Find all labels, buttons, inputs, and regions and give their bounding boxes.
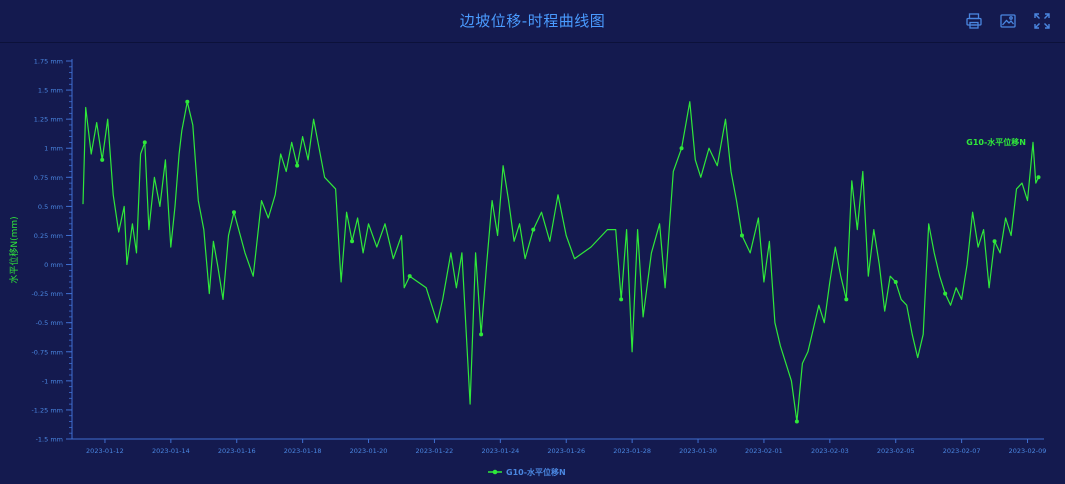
y-tick-label: 1.75 mm [34,58,63,66]
data-point[interactable] [232,210,236,215]
y-tick-label: 0.5 mm [38,203,63,211]
x-tick-label: 2023-01-18 [284,447,322,455]
x-tick-label: 2023-01-22 [416,447,454,455]
x-tick-label: 2023-01-12 [86,447,124,455]
y-tick-label: -0.25 mm [31,290,63,298]
x-tick-label: 2023-02-09 [1009,447,1047,455]
data-point[interactable] [350,239,355,244]
legend-marker[interactable] [492,469,498,475]
data-point[interactable] [185,99,190,104]
data-point[interactable] [739,233,744,238]
x-tick-label: 2023-01-14 [152,447,190,455]
x-tick-label: 2023-01-24 [481,447,519,455]
x-tick-label: 2023-01-20 [350,447,388,455]
print-icon[interactable] [965,12,983,30]
x-tick-label: 2023-01-26 [547,447,585,455]
data-point[interactable] [844,297,849,302]
x-tick-label: 2023-02-03 [811,447,849,455]
y-axis-label: 水平位移N(mm) [8,216,20,283]
x-tick-label: 2023-02-07 [943,447,981,455]
y-tick-label: -1.5 mm [36,436,63,444]
series-end-label: G10-水平位移N [966,137,1026,147]
y-tick-label: -1 mm [42,377,63,385]
y-tick-label: -1.25 mm [31,406,63,414]
data-point[interactable] [142,140,147,145]
data-point[interactable] [100,157,105,162]
y-tick-label: -0.5 mm [36,319,63,327]
y-tick-label: 1 mm [44,145,63,153]
data-point[interactable] [679,146,684,151]
y-tick-label: 1.25 mm [34,116,63,124]
x-tick-label: 2023-02-01 [745,447,783,455]
page-title: 边坡位移-时程曲线图 [459,12,606,30]
y-tick-label: 0.75 mm [34,174,63,182]
toolbar [965,12,1051,30]
data-point[interactable] [1036,175,1041,180]
x-tick-label: 2023-01-16 [218,447,256,455]
data-point[interactable] [619,297,624,302]
header: 边坡位移-时程曲线图 [0,0,1065,43]
y-tick-label: 1.5 mm [38,87,63,95]
series-line [82,101,1040,423]
data-point[interactable] [992,239,997,244]
data-point[interactable] [295,163,300,168]
data-point[interactable] [893,279,898,284]
x-tick-label: 2023-01-28 [613,447,651,455]
legend-label[interactable]: G10-水平位移N [506,467,566,477]
y-tick-label: 0.25 mm [34,232,63,240]
y-tick-label: 0 mm [44,261,63,269]
y-tick-label: -0.75 mm [31,348,63,356]
save-image-icon[interactable] [999,12,1017,30]
data-point[interactable] [479,332,484,337]
data-point[interactable] [531,227,536,232]
data-point[interactable] [794,419,799,424]
x-tick-label: 2023-02-05 [877,447,915,455]
data-point[interactable] [407,274,412,279]
fullscreen-icon[interactable] [1033,12,1051,30]
x-tick-label: 2023-01-30 [679,447,717,455]
data-point[interactable] [943,291,948,296]
